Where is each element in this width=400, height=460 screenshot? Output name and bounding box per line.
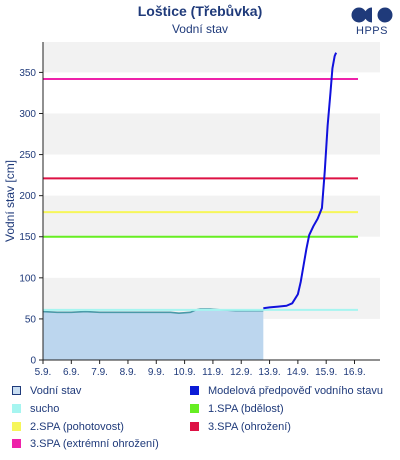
y-tick-label: 200	[19, 191, 36, 202]
grid-band	[43, 42, 380, 73]
x-tick-label: 14.9.	[287, 367, 309, 378]
y-tick-label: 50	[25, 314, 37, 325]
water-level-chart: 0 50 100 150 200 250 300 350 5.9. 6.9. 7.9. 8.9. 9.9…	[3, 42, 380, 378]
legend-label: Modelová předpověď vodního stavu	[208, 385, 383, 397]
legend-item-sucho: sucho	[12, 403, 59, 415]
grid-band	[43, 113, 380, 155]
chart-subtitle: Vodní stav	[171, 22, 229, 36]
legend-label: 2.SPA (pohotovost)	[30, 421, 124, 433]
x-tick-label: 10.9.	[173, 367, 195, 378]
legend-swatch-sucho	[12, 404, 21, 413]
x-tick-label: 7.9.	[91, 367, 108, 378]
y-tick-label: 150	[19, 232, 36, 243]
legend-item-modelova-predpoved: Modelová předpověď vodního stavu	[190, 385, 383, 397]
legend-item-2spa: 2.SPA (pohotovost)	[12, 421, 124, 433]
legend-label: 3.SPA (ohrožení)	[208, 421, 291, 433]
legend-item-vodni-stav: Vodní stav	[12, 385, 81, 397]
x-tick-label: 11.9.	[202, 367, 224, 378]
x-tick-label: 9.9.	[148, 367, 165, 378]
legend-label: Vodní stav	[30, 385, 82, 397]
legend-swatch-3spa	[190, 422, 199, 431]
chart-title: Loštice (Třebůvka)	[137, 3, 263, 19]
legend-label: 3.SPA (extrémní ohrožení)	[30, 438, 159, 450]
x-tick-label: 16.9.	[343, 367, 365, 378]
y-tick-label: 300	[19, 109, 36, 120]
legend-swatch-3spa-extremni	[12, 439, 21, 448]
grid-band	[43, 195, 380, 237]
x-tick-label: 6.9.	[63, 367, 80, 378]
x-tick-label: 12.9.	[230, 367, 252, 378]
legend-label: 1.SPA (bdělost)	[208, 403, 284, 415]
y-tick-label: 350	[19, 68, 36, 79]
y-axis-label: Vodní stav [cm]	[3, 160, 17, 242]
legend-item-3spa-extremni: 3.SPA (extrémní ohrožení)	[12, 438, 159, 450]
y-tick-label: 250	[19, 150, 36, 161]
legend-label: sucho	[30, 403, 60, 415]
x-tick-label: 5.9.	[35, 367, 52, 378]
legend-item-1spa: 1.SPA (bdělost)	[190, 403, 284, 415]
x-tick-label: 8.9.	[120, 367, 137, 378]
legend-swatch-2spa	[12, 422, 21, 431]
legend-swatch-1spa	[190, 404, 199, 413]
logo-text: HPPS	[356, 25, 388, 37]
legend-swatch-predpoved	[190, 386, 199, 395]
x-tick-label: 13.9.	[258, 367, 280, 378]
series-forecast-line	[263, 52, 338, 310]
legend-item-3spa: 3.SPA (ohrožení)	[190, 421, 291, 433]
x-tick-label: 15.9.	[315, 367, 337, 378]
y-tick-label: 0	[30, 356, 36, 367]
series-vodni-stav-area	[43, 309, 264, 360]
y-tick-label: 100	[19, 273, 36, 284]
legend-swatch-vodni-stav	[12, 386, 21, 395]
hpps-logo-icon	[351, 7, 393, 23]
chart-legend: Vodní stav Modelová předpověď vodního st…	[0, 385, 400, 460]
